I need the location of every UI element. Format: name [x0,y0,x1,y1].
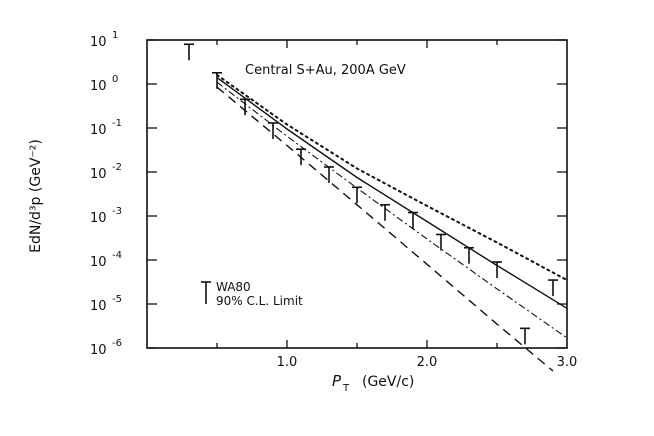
upper-limit-point [520,327,530,345]
x-tick-label: 3.0 [557,355,578,370]
upper-limit-point [212,71,222,89]
legend-label-line1: WA80 [216,280,251,294]
upper-limit-point [352,186,362,204]
curve-dotted [216,74,568,282]
y-tick-label-exponent: -5 [112,294,122,305]
curve-dash-dot [216,81,568,339]
y-tick-label-exponent: 0 [112,74,118,85]
y-tick-label-exponent: -1 [112,118,122,129]
x-axis-label-p: P [332,372,342,390]
y-tick-labels: 10 1 10 0 10 -1 10 -2 10 -3 10 -4 10 -5 10 -6 [90,30,122,358]
legend-upper-limit-marker [201,281,211,304]
upper-limit-point [548,279,558,297]
y-tick-label: 10 [90,123,107,138]
y-tick-label: 10 [90,167,107,182]
y-tick-label-exponent: -6 [112,338,122,349]
y-axis-label: EdN/d³p (GeV⁻²) [28,139,44,253]
y-tick-label: 10 [90,343,107,358]
x-tick-labels: 1.0 2.0 3.0 [277,355,578,370]
upper-limit-point [268,122,278,139]
upper-limit-point [380,203,390,221]
legend: WA80 90% C.L. Limit [201,280,303,308]
legend-label-line2: 90% C.L. Limit [216,294,303,308]
y-tick-label-exponent: -2 [112,162,122,173]
upper-limit-point [240,98,250,116]
curve-solid [216,77,568,309]
x-axis-label: P T (GeV/c) [332,372,414,394]
y-tick-label: 10 [90,79,107,94]
x-axis-label-units: (GeV/c) [362,374,414,390]
x-tick-label: 1.0 [277,355,298,370]
curve-dashed [216,86,554,372]
y-tick-label-exponent: -3 [112,206,122,217]
y-tick-label: 10 [90,299,107,314]
y-tick-label: 10 [90,255,107,270]
x-tick-label: 2.0 [417,355,438,370]
upper-limit-point [436,233,446,251]
upper-limit-point [324,166,334,183]
y-tick-label: 10 [90,35,107,50]
upper-limit-point [464,246,474,264]
upper-limit-point [296,148,306,166]
y-tick-label-exponent: -4 [112,250,122,261]
upper-limit-point [184,43,194,61]
upper-limit-point [408,211,418,229]
chart-title: Central S+Au, 200A GeV [245,63,406,78]
y-tick-label: 10 [90,211,107,226]
upper-limit-point [492,261,502,279]
model-curves [216,74,568,372]
upper-limit-markers [184,43,558,345]
y-tick-label-exponent: 1 [112,30,118,41]
legend-marker-glyph [201,281,211,304]
x-axis-label-sub: T [342,383,350,394]
